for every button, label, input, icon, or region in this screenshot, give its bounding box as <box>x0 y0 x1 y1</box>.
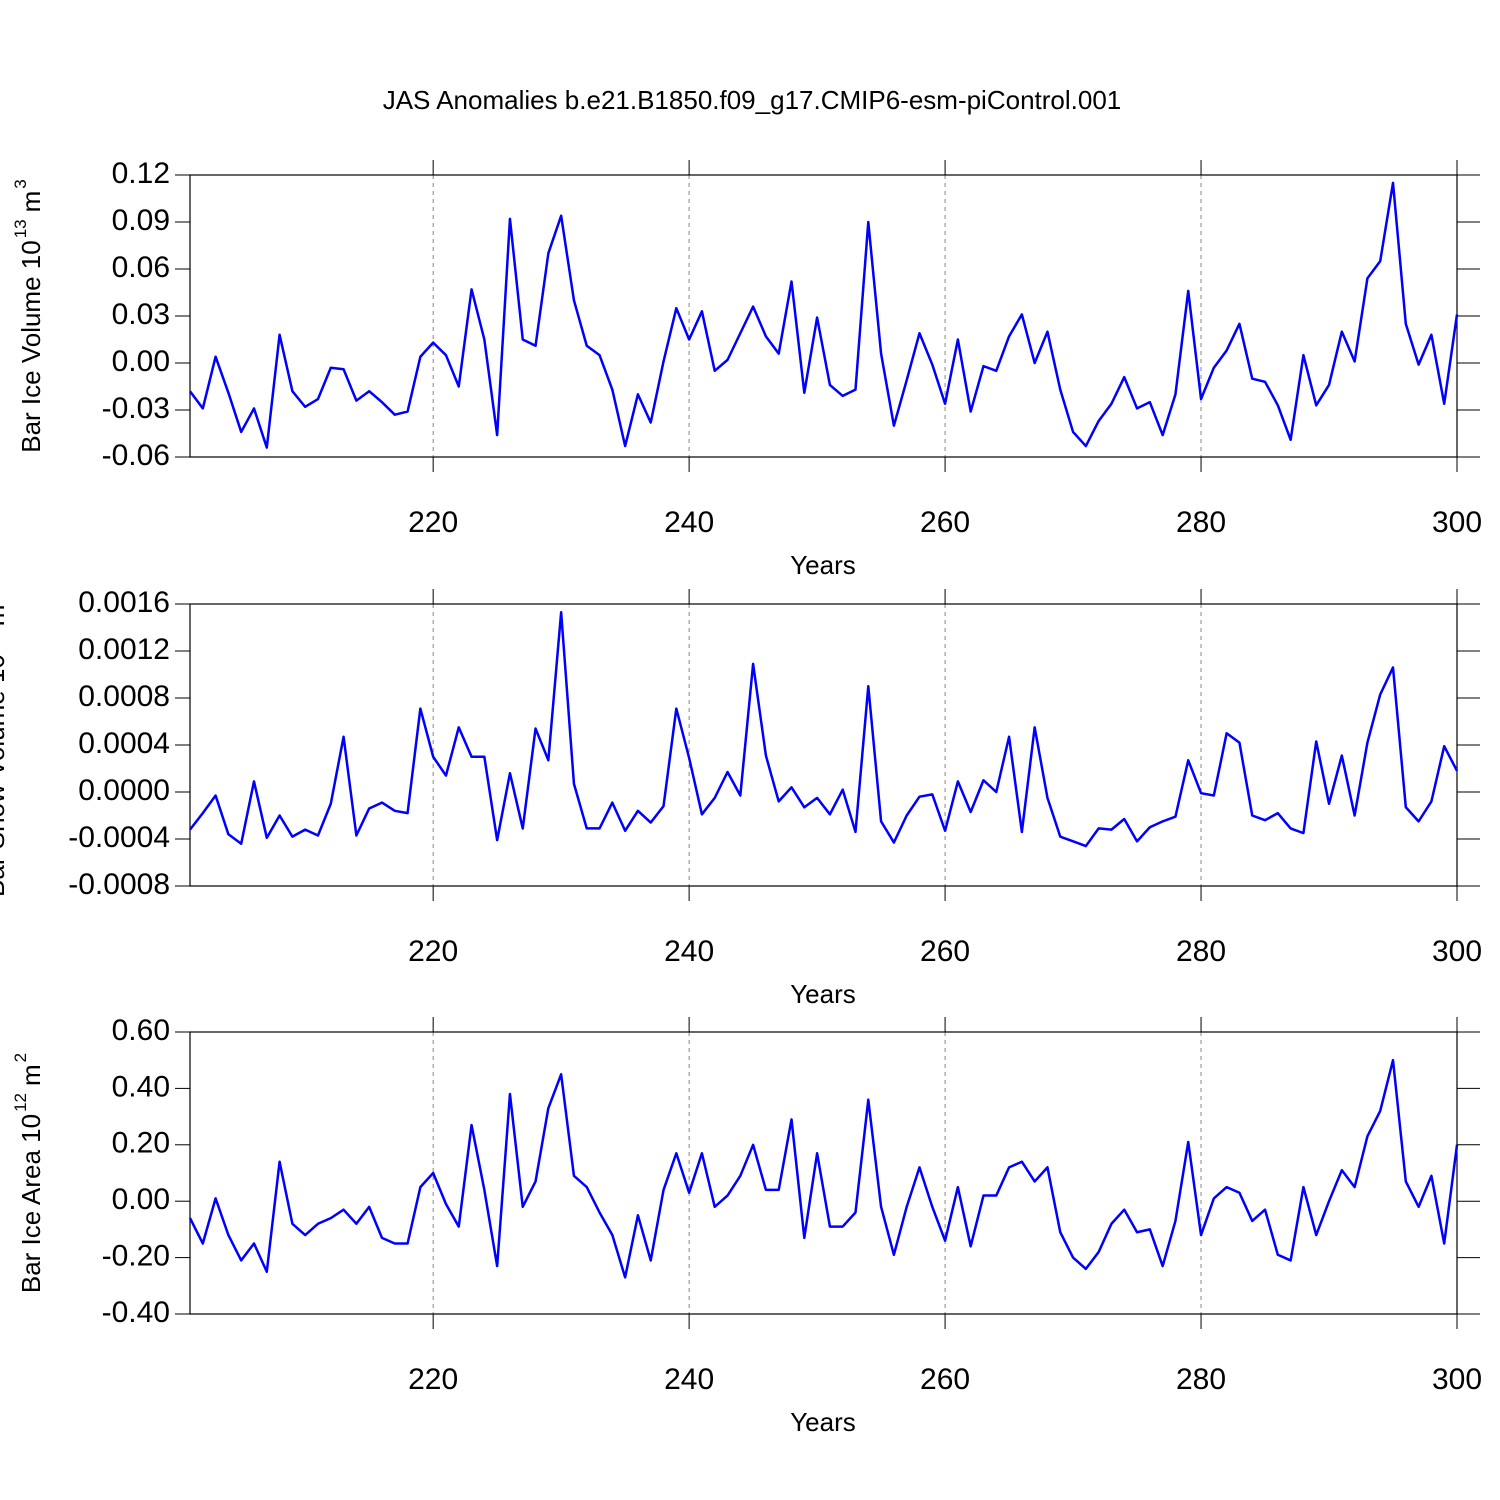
y-axis-label-part: 2 <box>11 1053 30 1062</box>
y-tick-label: 0.00 <box>112 345 170 378</box>
y-tick-label: -0.20 <box>102 1240 170 1273</box>
y-tick-label: -0.06 <box>102 439 170 472</box>
y-axis-label: Bar Ice Volume 10 13 m 3 <box>11 179 45 453</box>
data-line <box>189 610 1459 848</box>
y-tick-label: -0.40 <box>102 1296 170 1329</box>
y-axis-label-part: m <box>16 191 46 213</box>
y-tick-label: 0.20 <box>112 1127 170 1160</box>
y-tick-label: 0.06 <box>112 251 170 284</box>
y-tick-label: 0.09 <box>112 204 170 237</box>
x-tick-label: 240 <box>664 506 714 539</box>
y-tick-label: 0.03 <box>112 298 170 331</box>
y-axis-label: Bar Ice Area 10 12 m 2 <box>11 1053 45 1293</box>
y-tick-label: -0.0004 <box>68 821 170 854</box>
y-tick-label: 0.12 <box>112 157 170 190</box>
figure-title: JAS Anomalies b.e21.B1850.f09_g17.CMIP6-… <box>383 85 1122 115</box>
y-axis-label-part: 12 <box>11 1093 30 1112</box>
x-tick-label: 220 <box>408 1363 458 1396</box>
x-tick-label: 220 <box>408 506 458 539</box>
y-axis-label: Bar Snow Volume 1013m3 <box>0 593 10 897</box>
x-tick-label: 300 <box>1432 935 1482 968</box>
x-tick-label: 280 <box>1176 935 1226 968</box>
x-tick-label: 260 <box>920 1363 970 1396</box>
y-tick-label: 0.0016 <box>78 586 170 619</box>
x-tick-label: 280 <box>1176 1363 1226 1396</box>
x-tick-label: 240 <box>664 1363 714 1396</box>
y-axis-label-part: Bar Ice Volume 10 <box>16 240 46 452</box>
plot-frame <box>189 1031 1458 1315</box>
data-line <box>188 181 1459 449</box>
x-tick-label: 300 <box>1432 1363 1482 1396</box>
y-tick-label: 0.0012 <box>78 633 170 666</box>
y-tick-label: 0.0004 <box>78 727 170 760</box>
y-axis-label-part: 13 <box>11 219 30 238</box>
y-axis-label-part: m <box>0 605 10 627</box>
plot-frame <box>189 603 1458 887</box>
x-tick-label: 240 <box>664 935 714 968</box>
y-tick-label: 0.40 <box>112 1070 170 1103</box>
x-tick-label: 280 <box>1176 506 1226 539</box>
y-axis-label-part: Bar Snow Volume 10 <box>0 654 10 897</box>
y-axis-label-part: 3 <box>11 179 30 188</box>
y-tick-label: -0.03 <box>102 392 170 425</box>
y-tick-label: 0.60 <box>112 1014 170 1047</box>
y-tick-label: -0.0008 <box>68 868 170 901</box>
x-tick-label: 260 <box>920 935 970 968</box>
y-tick-label: 0.0000 <box>78 774 170 807</box>
x-tick-label: 260 <box>920 506 970 539</box>
plot-frame <box>189 174 1458 458</box>
x-axis-label: Years <box>790 979 856 1009</box>
y-tick-label: 0.00 <box>112 1183 170 1216</box>
x-tick-label: 300 <box>1432 506 1482 539</box>
x-axis-label: Years <box>790 1407 856 1437</box>
y-axis-label-part: m <box>16 1064 46 1086</box>
y-axis-label-part: Bar Ice Area 10 <box>16 1114 46 1293</box>
y-tick-label: 0.0008 <box>78 680 170 713</box>
x-tick-label: 220 <box>408 935 458 968</box>
x-axis-label: Years <box>790 550 856 580</box>
data-line <box>188 1058 1459 1279</box>
